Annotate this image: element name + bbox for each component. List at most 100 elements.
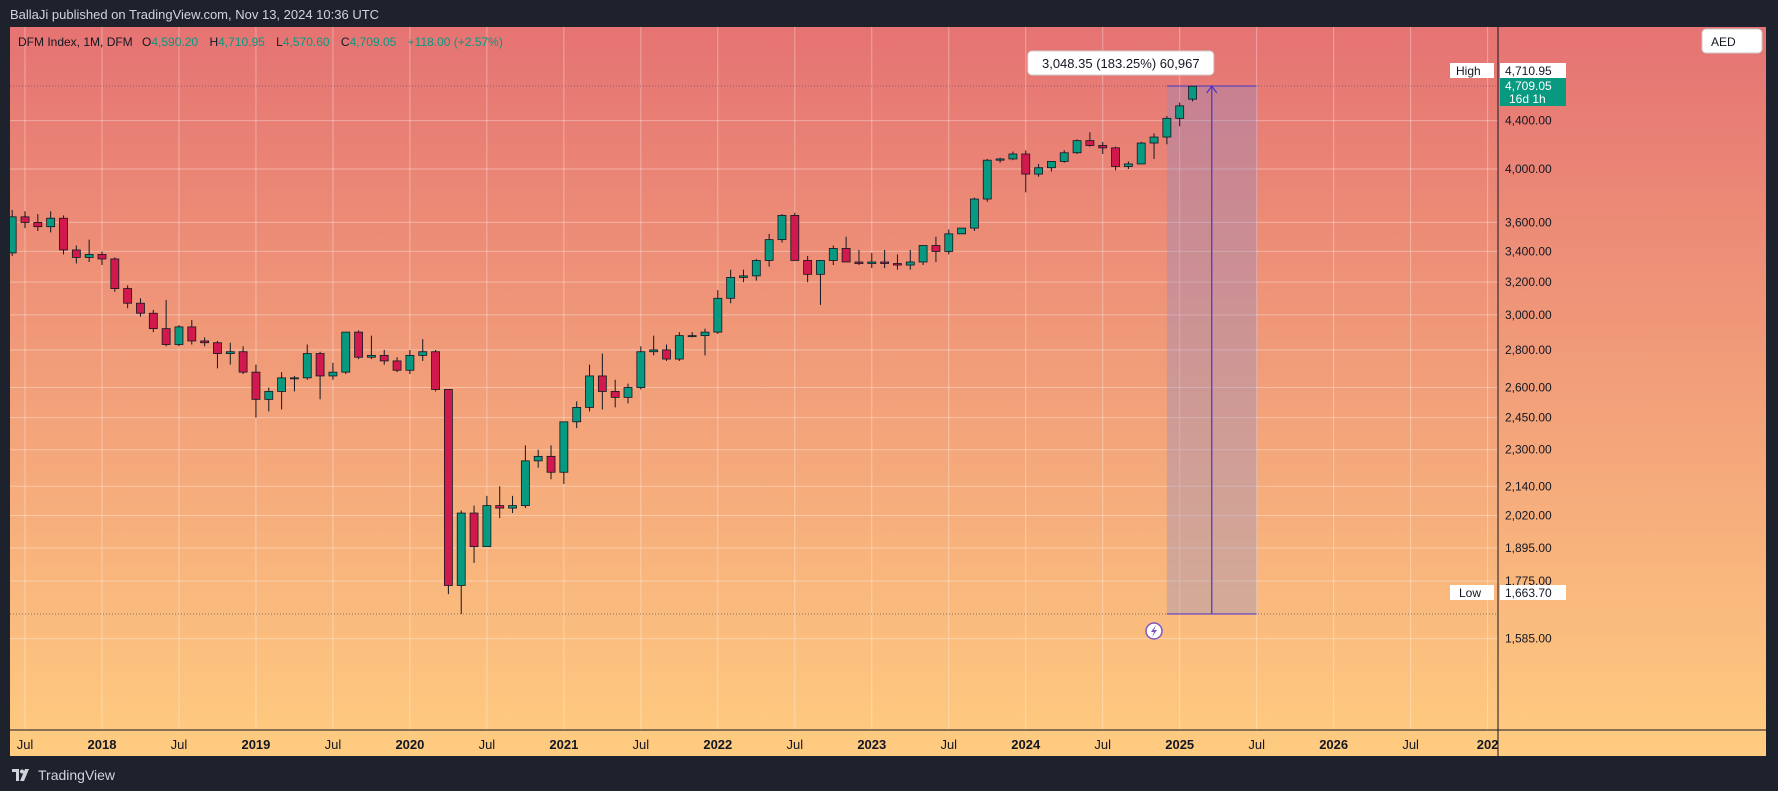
candle[interactable] bbox=[636, 346, 646, 390]
candle[interactable] bbox=[828, 245, 838, 266]
candle[interactable] bbox=[238, 346, 248, 375]
candle[interactable] bbox=[610, 379, 620, 408]
candle[interactable] bbox=[315, 351, 325, 400]
candle[interactable] bbox=[905, 249, 915, 270]
candle[interactable] bbox=[1059, 150, 1069, 163]
candle[interactable] bbox=[970, 197, 979, 231]
candle[interactable] bbox=[1072, 139, 1082, 154]
candle[interactable] bbox=[777, 214, 787, 243]
currency-button[interactable]: AED bbox=[1701, 28, 1763, 54]
candle[interactable] bbox=[33, 214, 43, 231]
candle[interactable] bbox=[572, 401, 582, 429]
candle[interactable] bbox=[893, 254, 902, 270]
candle[interactable] bbox=[867, 252, 877, 269]
candle[interactable] bbox=[944, 229, 954, 255]
candle[interactable] bbox=[59, 215, 68, 255]
candle[interactable] bbox=[97, 251, 107, 266]
candle[interactable] bbox=[264, 387, 274, 412]
candle[interactable] bbox=[187, 320, 197, 345]
candle[interactable] bbox=[225, 342, 235, 365]
candle[interactable] bbox=[880, 249, 890, 269]
candle[interactable] bbox=[379, 349, 389, 365]
candle[interactable] bbox=[251, 364, 261, 418]
candle[interactable] bbox=[110, 257, 120, 292]
candle[interactable] bbox=[405, 349, 415, 375]
candle[interactable] bbox=[649, 335, 659, 356]
candle[interactable] bbox=[623, 383, 633, 404]
candle[interactable] bbox=[10, 209, 17, 256]
time-axis[interactable]: Jul 2018 Jul 2019 Jul 2020 Jul 2021 Jul 2022 Jul 20… bbox=[17, 737, 1499, 752]
candle[interactable] bbox=[341, 331, 351, 375]
candle[interactable] bbox=[790, 212, 800, 261]
candle[interactable] bbox=[841, 236, 851, 263]
candle[interactable] bbox=[597, 353, 607, 410]
candle[interactable] bbox=[1188, 85, 1197, 102]
candle[interactable] bbox=[328, 362, 338, 380]
candle[interactable] bbox=[982, 158, 992, 202]
candle[interactable] bbox=[995, 157, 1005, 163]
candle[interactable] bbox=[1085, 132, 1095, 147]
candle[interactable] bbox=[508, 495, 517, 514]
candle[interactable] bbox=[418, 339, 428, 361]
tradingview-logo[interactable]: TradingView bbox=[12, 767, 115, 783]
candle[interactable] bbox=[854, 249, 864, 266]
candles[interactable] bbox=[10, 85, 1197, 614]
candle[interactable] bbox=[469, 505, 479, 563]
candle[interactable] bbox=[200, 337, 210, 347]
candle[interactable] bbox=[456, 510, 466, 614]
candle[interactable] bbox=[123, 285, 133, 309]
candle[interactable] bbox=[816, 260, 825, 305]
candle[interactable] bbox=[495, 486, 505, 519]
candle[interactable] bbox=[662, 344, 671, 361]
candle[interactable] bbox=[20, 211, 30, 229]
candle[interactable] bbox=[302, 344, 312, 380]
candle[interactable] bbox=[213, 340, 222, 369]
candle[interactable] bbox=[559, 421, 569, 484]
candle[interactable] bbox=[290, 375, 299, 392]
candle[interactable] bbox=[739, 269, 748, 283]
candle[interactable] bbox=[520, 445, 530, 509]
chart-container[interactable]: 3,048.35 (183.25%) 60,967 1,585.00 1,775.… bbox=[10, 27, 1766, 756]
candle[interactable] bbox=[1021, 150, 1031, 193]
candle[interactable] bbox=[803, 255, 813, 283]
candle[interactable] bbox=[546, 445, 556, 480]
candle[interactable] bbox=[751, 258, 761, 281]
candle[interactable] bbox=[367, 335, 376, 360]
candle[interactable] bbox=[1136, 141, 1146, 165]
candle[interactable] bbox=[354, 330, 363, 360]
candle[interactable] bbox=[533, 449, 543, 468]
candle[interactable] bbox=[918, 245, 928, 266]
candle[interactable] bbox=[1034, 163, 1043, 177]
candle[interactable] bbox=[726, 269, 736, 304]
candle[interactable] bbox=[1047, 161, 1056, 172]
candle[interactable] bbox=[674, 332, 684, 361]
measure-tool[interactable]: 3,048.35 (183.25%) 60,967 bbox=[1027, 50, 1257, 615]
candle[interactable] bbox=[71, 245, 81, 264]
candle[interactable] bbox=[443, 389, 453, 595]
candle[interactable] bbox=[687, 332, 697, 338]
candle[interactable] bbox=[1111, 146, 1120, 171]
candle[interactable] bbox=[1098, 141, 1108, 154]
candle[interactable] bbox=[148, 309, 158, 333]
lightning-icon[interactable] bbox=[1145, 622, 1163, 640]
candle[interactable] bbox=[431, 349, 440, 392]
candle[interactable] bbox=[1149, 133, 1159, 159]
candle[interactable] bbox=[84, 239, 94, 262]
candle[interactable] bbox=[1162, 116, 1172, 145]
candle[interactable] bbox=[700, 328, 710, 356]
candle[interactable] bbox=[931, 236, 941, 262]
candle[interactable] bbox=[1008, 151, 1018, 161]
price-axis[interactable]: 1,585.00 1,775.00 1,895.00 2,020.00 2,140.00… bbox=[1505, 114, 1552, 646]
candle[interactable] bbox=[277, 372, 287, 410]
candle[interactable] bbox=[713, 290, 723, 334]
candle[interactable] bbox=[46, 211, 56, 233]
price-chart[interactable]: 3,048.35 (183.25%) 60,967 1,585.00 1,775.… bbox=[10, 27, 1766, 756]
candle[interactable] bbox=[482, 495, 492, 548]
candle[interactable] bbox=[1123, 161, 1133, 169]
candle[interactable] bbox=[392, 357, 402, 373]
candle[interactable] bbox=[585, 364, 594, 412]
candle[interactable] bbox=[957, 227, 966, 235]
candle[interactable] bbox=[161, 299, 171, 347]
candle[interactable] bbox=[136, 298, 145, 317]
candle[interactable] bbox=[1175, 102, 1185, 127]
